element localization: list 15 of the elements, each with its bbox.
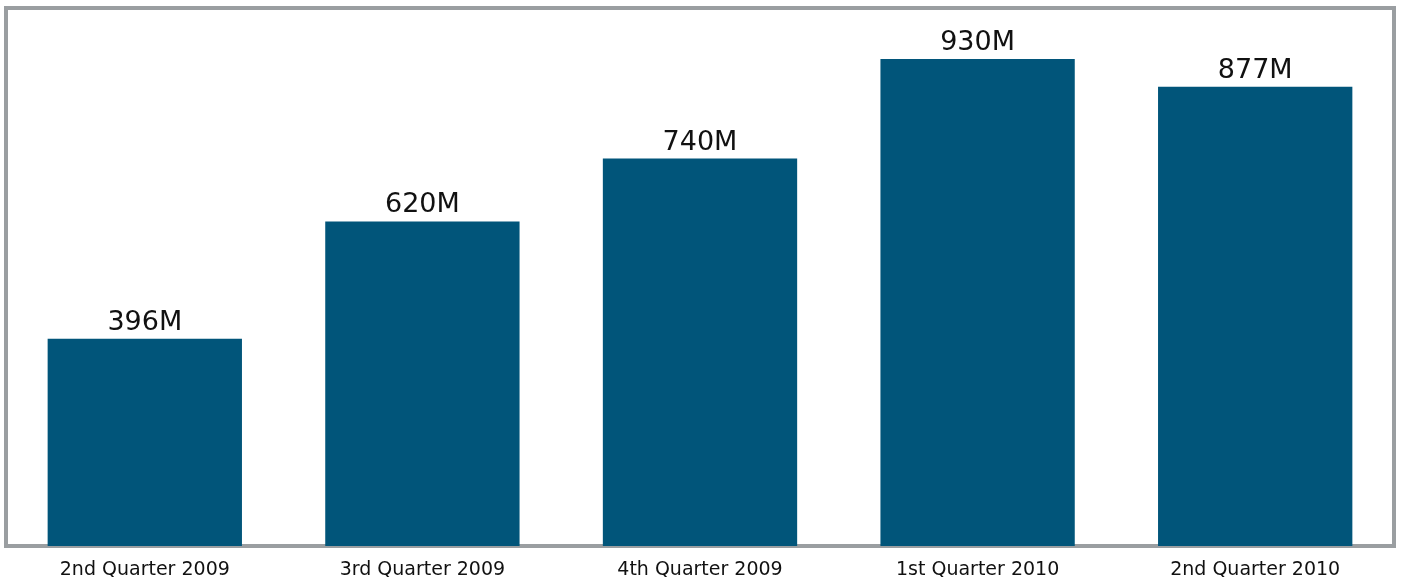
data-label: 877M (1217, 52, 1293, 84)
bar (47, 338, 242, 546)
bar (880, 59, 1075, 546)
x-tick-label: 1st Quarter 2010 (895, 556, 1060, 577)
bar (325, 221, 520, 546)
data-label: 396M (107, 304, 183, 336)
data-label: 740M (662, 124, 738, 156)
x-tick-label: 2nd Quarter 2010 (1170, 556, 1341, 577)
x-tick-label: 3rd Quarter 2009 (339, 556, 506, 577)
x-tick-label: 4th Quarter 2009 (617, 556, 783, 577)
data-label: 620M (384, 187, 460, 219)
bar (1158, 86, 1353, 546)
x-tick-label: 2nd Quarter 2009 (59, 556, 230, 577)
data-label: 930M (940, 25, 1016, 57)
bar (602, 158, 798, 546)
